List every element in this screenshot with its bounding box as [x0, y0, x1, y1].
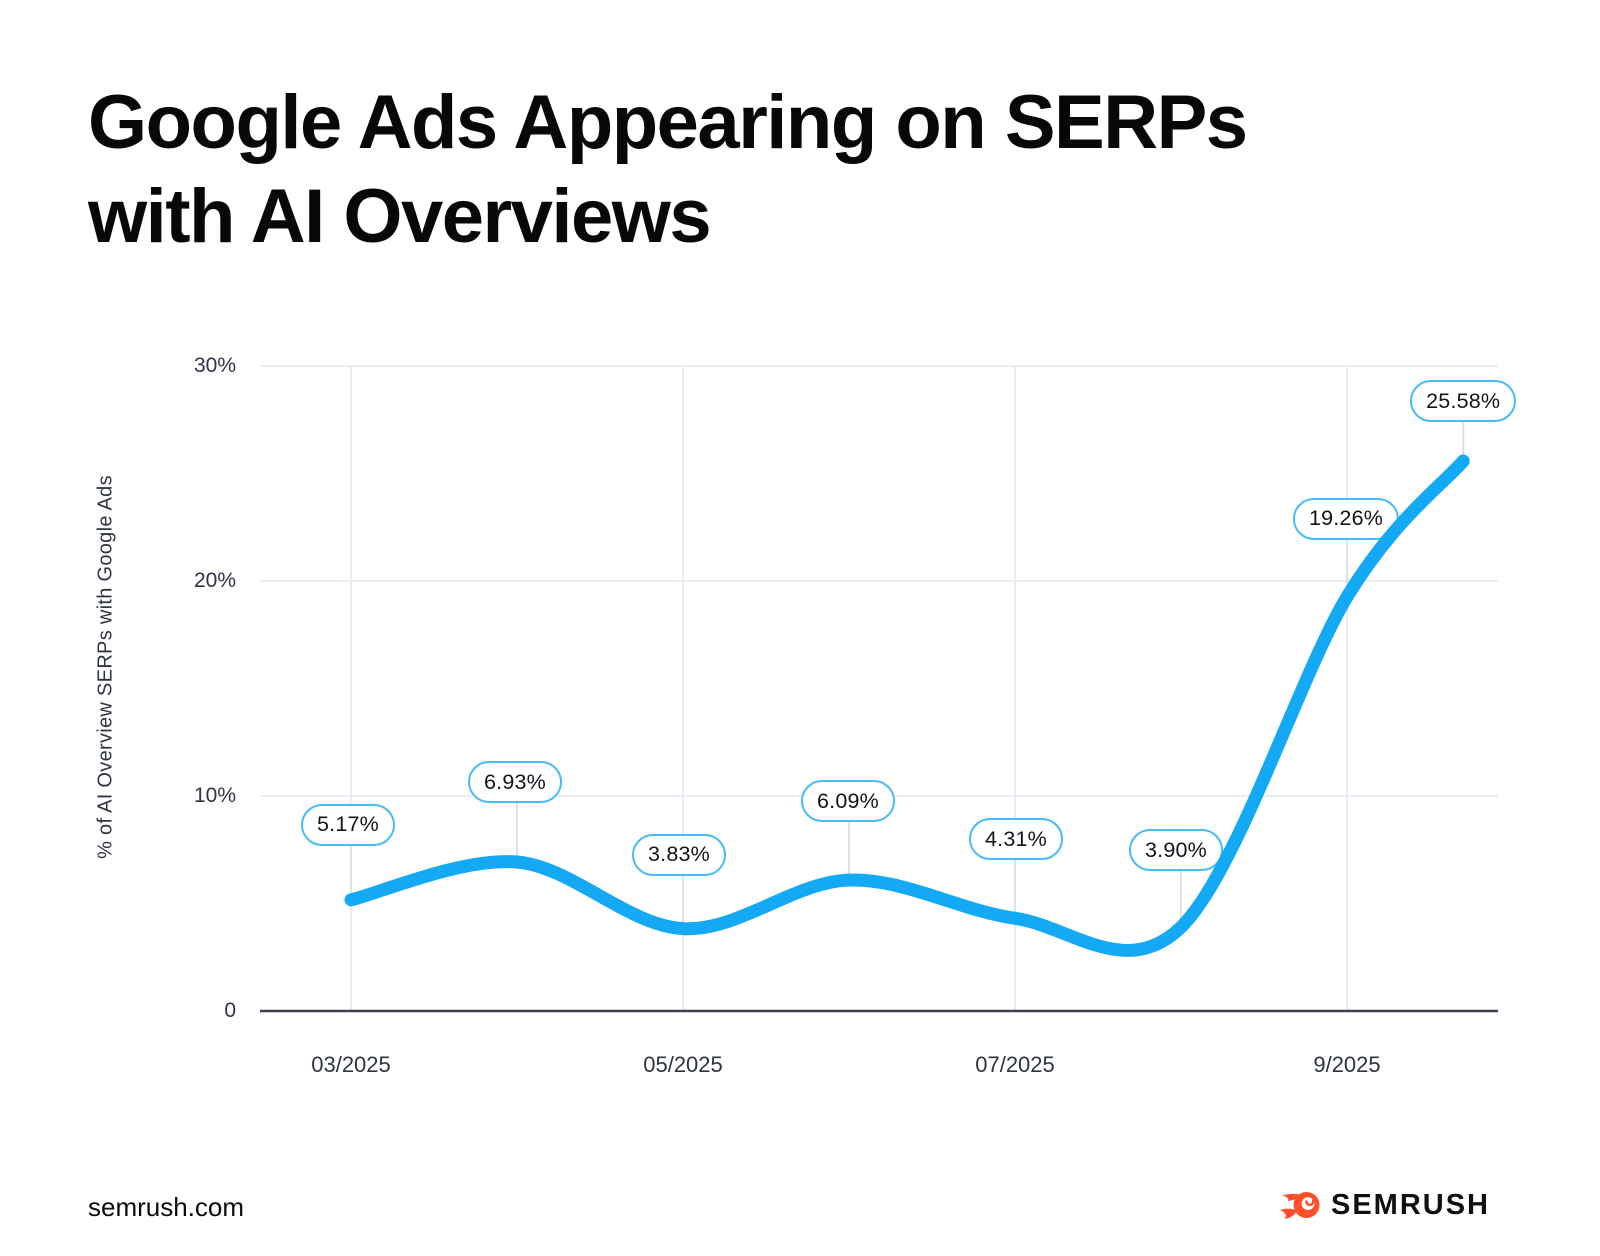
x-tick-label: 07/2025	[975, 1052, 1055, 1077]
y-tick-label: 0	[224, 999, 236, 1022]
x-tick-label: 03/2025	[311, 1052, 391, 1077]
y-tick-label: 20%	[193, 569, 236, 592]
page-title-line-1: Google Ads Appearing on SERPs	[88, 80, 1248, 165]
brand-logo: SEMRUSH	[1279, 1184, 1490, 1226]
x-tick-label: 05/2025	[643, 1052, 723, 1077]
page-title: Google Ads Appearing on SERPs with AI Ov…	[88, 76, 1248, 264]
page-title-line-2: with AI Overviews	[88, 174, 712, 259]
source-site: semrush.com	[88, 1192, 245, 1222]
y-tick-label: 10%	[193, 784, 236, 807]
brand-wordmark: SEMRUSH	[1330, 1188, 1490, 1221]
y-tick-label: 30%	[193, 354, 236, 377]
x-tick-label: 9/2025	[1313, 1052, 1381, 1077]
semrush-flame-icon	[1279, 1192, 1320, 1219]
